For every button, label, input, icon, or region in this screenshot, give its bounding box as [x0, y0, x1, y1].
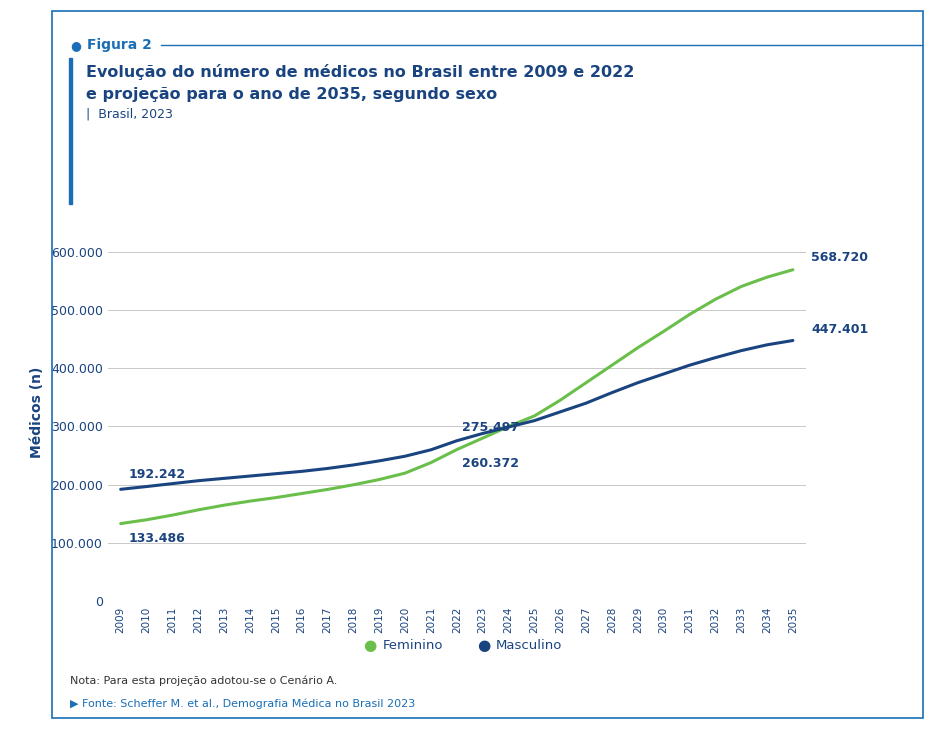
- Text: |  Brasil, 2023: | Brasil, 2023: [86, 108, 173, 121]
- Text: Masculino: Masculino: [495, 639, 562, 652]
- Y-axis label: Médicos (n): Médicos (n): [30, 366, 44, 458]
- Text: 133.486: 133.486: [128, 531, 185, 545]
- Text: Feminino: Feminino: [382, 639, 443, 652]
- Text: 275.497: 275.497: [461, 421, 519, 434]
- Text: Evolução do número de médicos no Brasil entre 2009 e 2022: Evolução do número de médicos no Brasil …: [86, 64, 634, 80]
- Text: ●: ●: [363, 638, 376, 652]
- Text: 447.401: 447.401: [811, 323, 868, 336]
- Text: e projeção para o ano de 2035, segundo sexo: e projeção para o ano de 2035, segundo s…: [86, 87, 497, 103]
- Text: 568.720: 568.720: [811, 251, 867, 264]
- Text: Figura 2: Figura 2: [87, 38, 152, 52]
- Text: 192.242: 192.242: [128, 468, 185, 481]
- Text: ▶ Fonte: Scheffer M. et al., Demografia Médica no Brasil 2023: ▶ Fonte: Scheffer M. et al., Demografia …: [70, 698, 415, 709]
- Text: ●: ●: [70, 39, 81, 52]
- Text: 260.372: 260.372: [461, 456, 519, 469]
- Text: ●: ●: [476, 638, 490, 652]
- Text: Nota: Para esta projeção adotou-se o Cenário A.: Nota: Para esta projeção adotou-se o Cen…: [70, 675, 337, 685]
